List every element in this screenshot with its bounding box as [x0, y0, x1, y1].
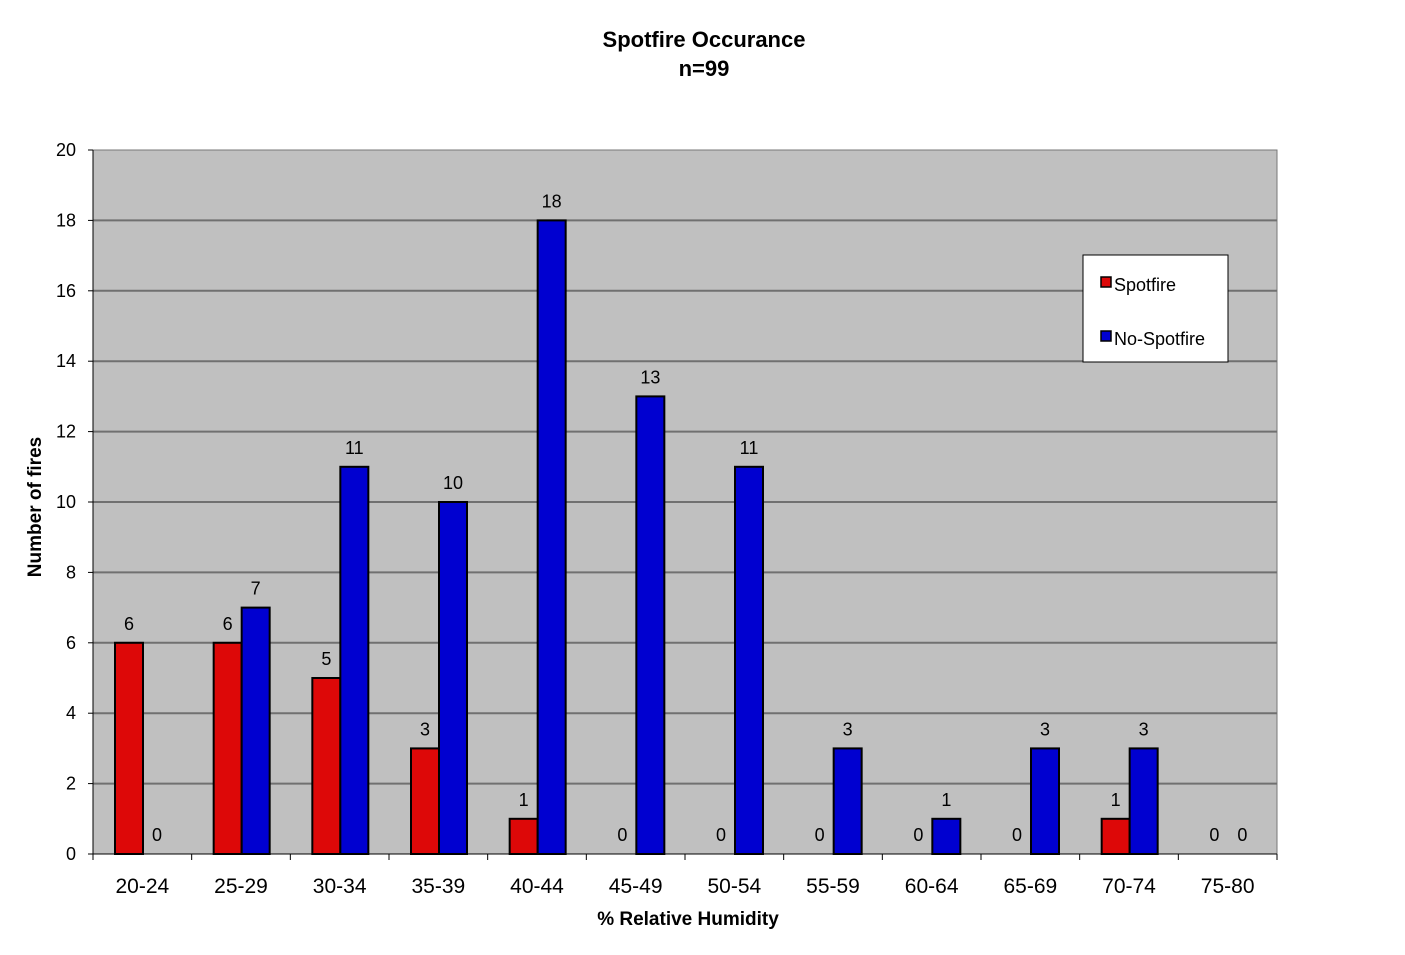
- data-label: 1: [519, 790, 529, 810]
- data-label: 0: [152, 825, 162, 845]
- bar-no-spotfire: [931, 817, 962, 855]
- y-tick-label: 2: [66, 774, 76, 794]
- data-label: 0: [1012, 825, 1022, 845]
- bar-spotfire: [114, 641, 144, 855]
- data-label: 7: [251, 579, 261, 599]
- legend-label: No-Spotfire: [1114, 329, 1205, 349]
- legend-label: Spotfire: [1114, 275, 1176, 295]
- bar-no-spotfire: [536, 219, 567, 855]
- x-tick-label: 40-44: [510, 875, 564, 898]
- x-tick-label: 55-59: [806, 875, 860, 898]
- bar-no-spotfire: [1030, 747, 1060, 856]
- x-tick-label: 70-74: [1102, 875, 1156, 898]
- x-tick-label: 50-54: [707, 875, 761, 898]
- data-label: 10: [443, 473, 463, 493]
- bar-spotfire: [1100, 817, 1131, 855]
- data-label: 6: [124, 614, 134, 634]
- x-tick-label: 45-49: [609, 875, 663, 898]
- bar-spotfire: [212, 641, 243, 855]
- gridlines: [93, 219, 1277, 785]
- bar-no-spotfire: [438, 501, 468, 855]
- bar-no-spotfire: [339, 465, 370, 855]
- legend-swatch: [1100, 276, 1112, 288]
- bar-no-spotfire: [1128, 747, 1159, 856]
- bar-no-spotfire: [635, 395, 666, 855]
- x-tick-label: 25-29: [214, 875, 268, 898]
- y-tick-label: 8: [66, 562, 76, 582]
- data-label: 3: [1040, 719, 1050, 739]
- x-tick-label: 20-24: [115, 875, 169, 898]
- legend: Spotfire No-Spotfire: [1082, 254, 1229, 363]
- data-label: 3: [420, 719, 430, 739]
- x-tick-label: 75-80: [1201, 875, 1255, 898]
- data-label: 0: [1209, 825, 1219, 845]
- chart-title: Spotfire Occurance: [603, 27, 806, 52]
- y-tick-label: 18: [56, 210, 76, 230]
- data-label: 0: [1237, 825, 1247, 845]
- legend-box: [1082, 254, 1229, 363]
- chart-subtitle: n=99: [679, 56, 730, 81]
- y-tick-label: 12: [56, 422, 76, 442]
- data-label: 1: [1111, 790, 1121, 810]
- data-label: 0: [617, 825, 627, 845]
- y-tick-label: 20: [56, 140, 76, 160]
- data-label: 18: [542, 191, 562, 211]
- data-label: 1: [941, 790, 951, 810]
- x-axis-label: % Relative Humidity: [597, 909, 779, 930]
- data-label: 5: [321, 649, 331, 669]
- y-tick-label: 6: [66, 633, 76, 653]
- bar-spotfire: [311, 677, 342, 855]
- x-tick-label: 60-64: [905, 875, 959, 898]
- bar-spotfire: [508, 817, 539, 855]
- data-label: 3: [1139, 719, 1149, 739]
- bar-spotfire: [410, 747, 440, 856]
- x-tick-label: 35-39: [411, 875, 465, 898]
- data-label: 0: [716, 825, 726, 845]
- y-tick-label: 4: [66, 703, 76, 723]
- x-tick-label: 65-69: [1003, 875, 1057, 898]
- y-tick-label: 16: [56, 281, 76, 301]
- bar-no-spotfire: [240, 606, 271, 855]
- y-tick-label: 10: [56, 492, 76, 512]
- legend-swatch: [1100, 330, 1112, 342]
- data-label: 0: [913, 825, 923, 845]
- y-tick-label: 14: [56, 351, 76, 371]
- data-label: 0: [815, 825, 825, 845]
- data-label: 11: [345, 438, 364, 458]
- data-label: 6: [223, 614, 233, 634]
- data-label: 3: [843, 719, 853, 739]
- bar-no-spotfire: [832, 747, 863, 856]
- y-axis-label: Number of fires: [25, 437, 46, 577]
- bar-no-spotfire: [734, 465, 764, 855]
- y-tick-label: 0: [66, 844, 76, 864]
- data-label: 11: [740, 438, 759, 458]
- x-tick-label: 30-34: [313, 875, 367, 898]
- data-label: 13: [640, 367, 660, 387]
